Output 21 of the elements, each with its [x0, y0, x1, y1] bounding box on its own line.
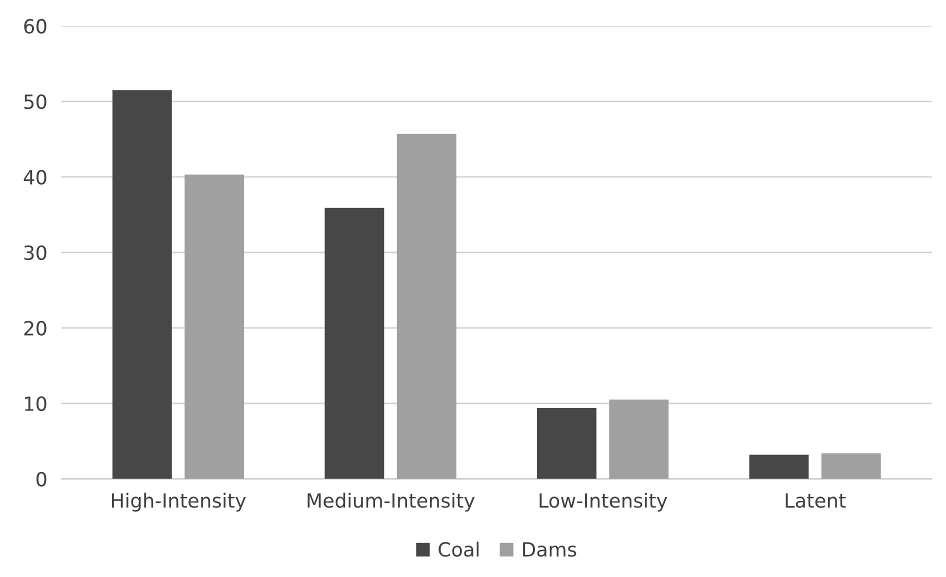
- y-tick-label: 40: [24, 170, 46, 185]
- bar: [536, 408, 596, 479]
- bar: [184, 174, 244, 479]
- bar: [609, 400, 669, 479]
- y-tick-label: 20: [24, 320, 46, 336]
- legend-label: Coal: [438, 542, 479, 557]
- bar: [821, 453, 881, 479]
- bar: [112, 90, 172, 479]
- bar: [324, 208, 384, 479]
- y-tick-label: 0: [36, 472, 46, 487]
- bar: [396, 134, 456, 479]
- y-tick-label: 10: [24, 396, 46, 412]
- y-tick-label: 30: [24, 245, 46, 260]
- y-tick-label: 50: [24, 94, 46, 110]
- y-tick-label: 60: [24, 18, 46, 34]
- x-tick-label: High-Intensity: [112, 492, 246, 512]
- x-tick-label: Latent: [786, 493, 846, 508]
- legend-label: Dams: [523, 542, 576, 557]
- x-tick-label: Low-Intensity: [540, 492, 668, 512]
- bar: [749, 454, 809, 479]
- x-tick-label: Medium-Intensity: [308, 492, 475, 512]
